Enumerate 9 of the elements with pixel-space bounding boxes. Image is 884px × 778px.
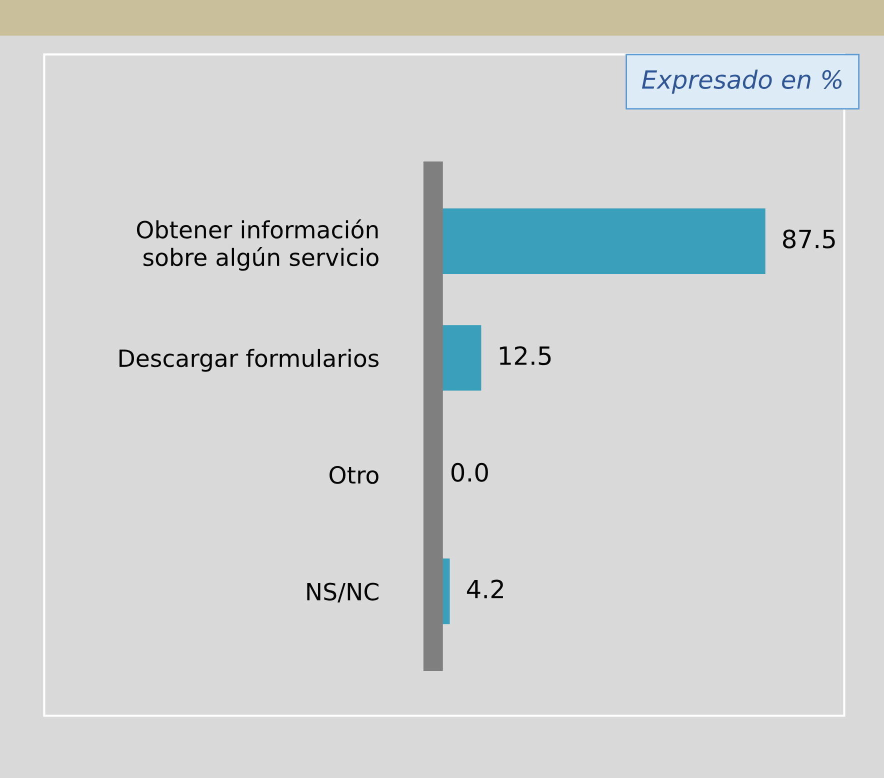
data-label: 4.2 (466, 580, 503, 598)
data-label: 12.5 (500, 346, 551, 366)
data-label: 0.0 (451, 462, 488, 482)
y-tick-label: Otro (330, 466, 378, 484)
data-label: 87.5 (783, 230, 835, 248)
y-tick-label: Obtener información sobre algún servicio (136, 219, 378, 271)
text: Expresado en % (642, 70, 842, 94)
y-tick-label: Descargar formularios (120, 348, 379, 372)
y-tick-label: NS/NC (307, 582, 378, 602)
